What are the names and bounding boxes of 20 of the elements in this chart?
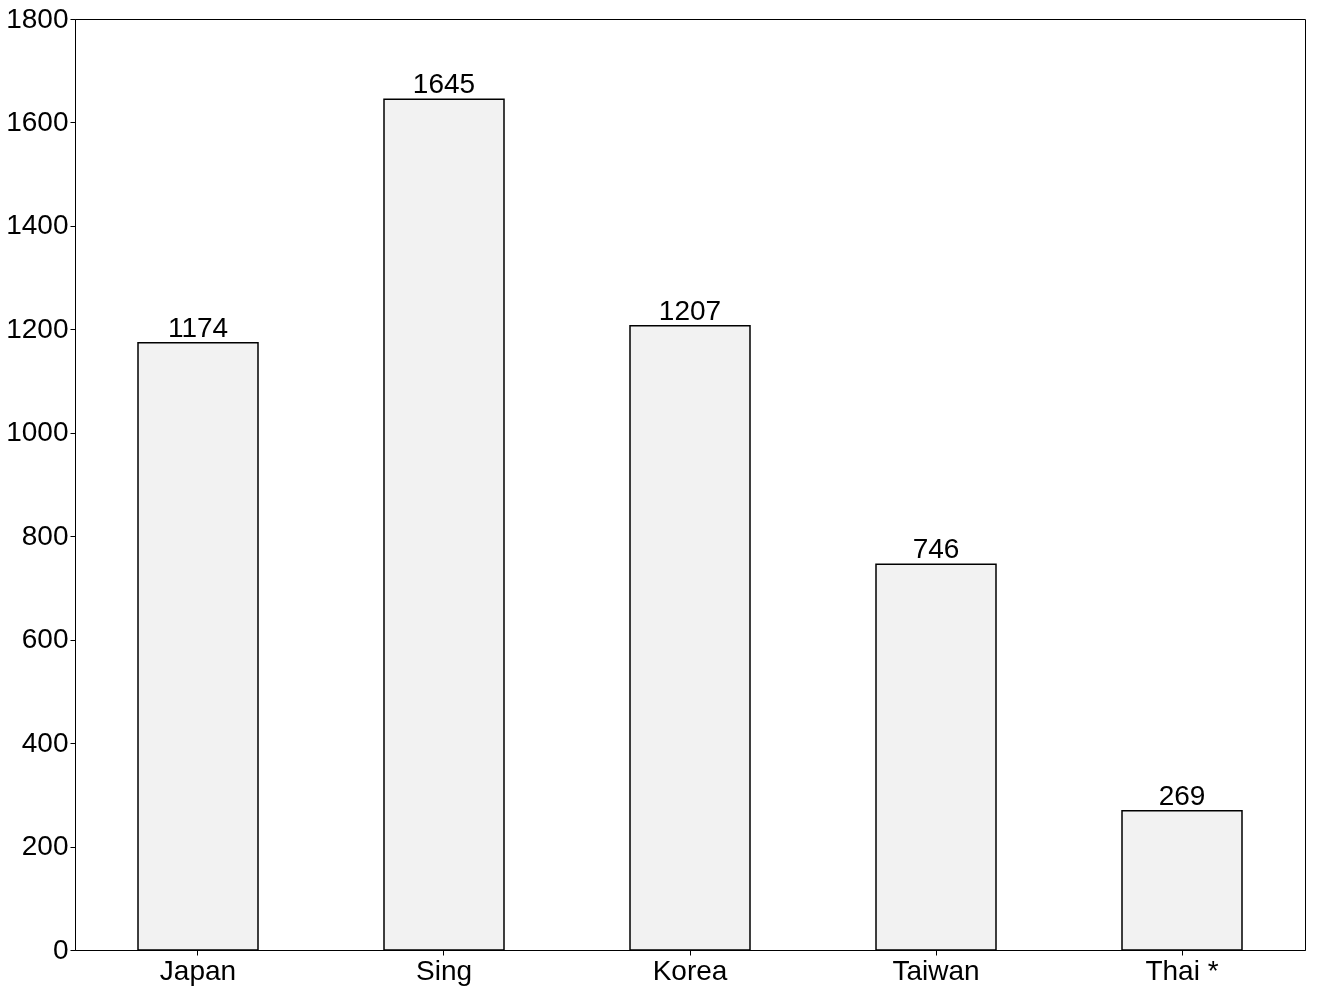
x-tick-label: Japan	[159, 954, 237, 986]
y-tick-label: 1800	[6, 2, 69, 34]
data-label: 1645	[412, 68, 476, 100]
y-tick-label: 1400	[6, 209, 69, 241]
y-tick-label: 400	[21, 726, 69, 758]
data-label: 1174	[167, 311, 229, 343]
x-tick-label: Sing	[415, 954, 473, 986]
x-tick-label: Korea	[652, 954, 728, 986]
y-tick-label: 600	[21, 623, 69, 655]
y-tick-label: 1000	[6, 416, 69, 448]
y-tick-label: 0	[52, 933, 69, 965]
y-tick-label: 800	[21, 519, 69, 551]
data-label: 269	[1158, 779, 1206, 811]
x-tick-label: Taiwan	[892, 954, 980, 986]
x-tick-label: Thai *	[1145, 954, 1219, 986]
y-tick-label: 1600	[6, 105, 69, 137]
y-tick-label: 1200	[6, 312, 69, 344]
y-tick-label: 200	[21, 830, 69, 862]
data-label: 1207	[658, 294, 722, 326]
data-label: 746	[912, 533, 960, 565]
